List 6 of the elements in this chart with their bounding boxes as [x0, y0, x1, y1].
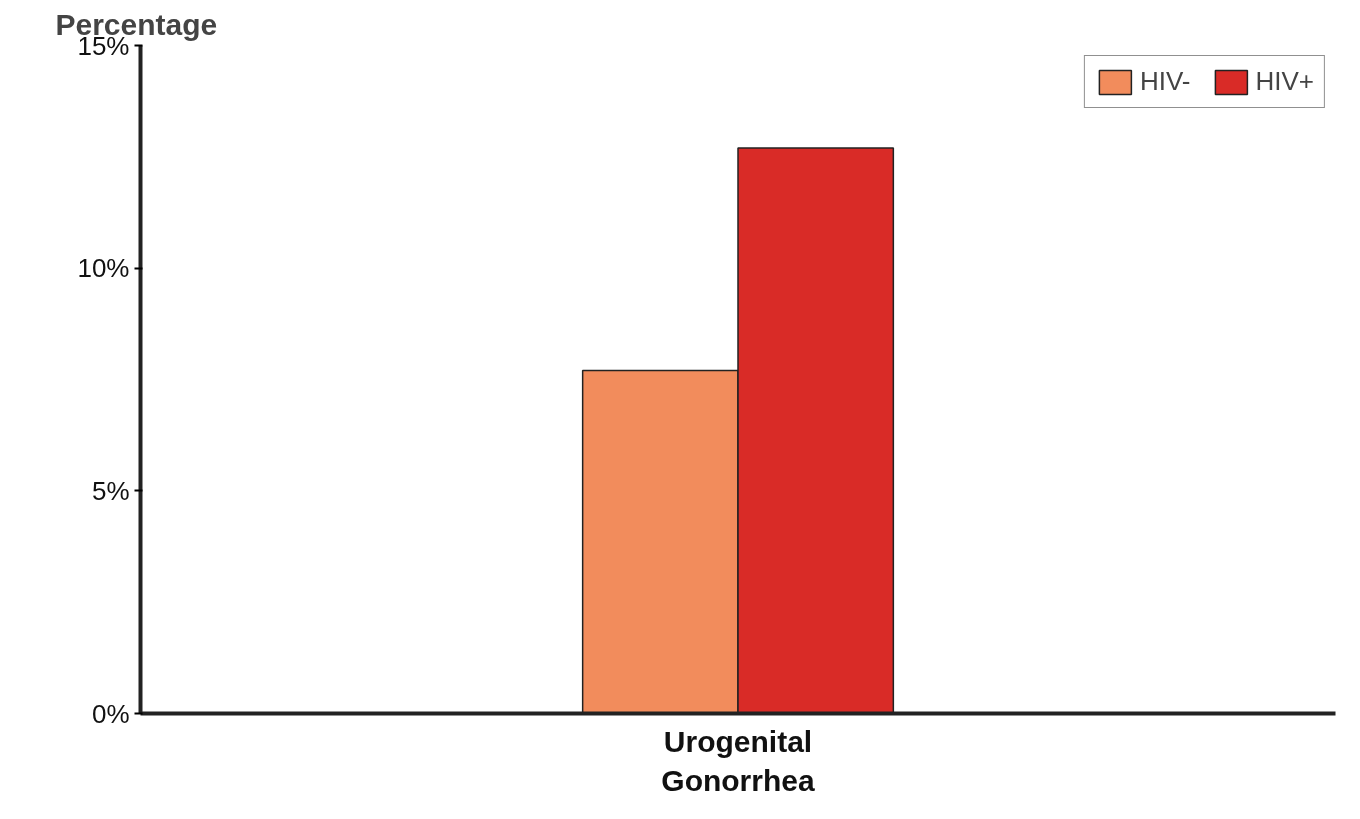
x-tick-label: Urogenital Gonorrhea — [661, 724, 815, 798]
y-tick-label: 5% — [91, 475, 130, 506]
legend-label: HIV+ — [1255, 66, 1314, 97]
legend-label: HIV- — [1139, 66, 1191, 97]
y-tick-label: 10% — [77, 253, 130, 284]
y-tick-label: 0% — [91, 698, 130, 729]
